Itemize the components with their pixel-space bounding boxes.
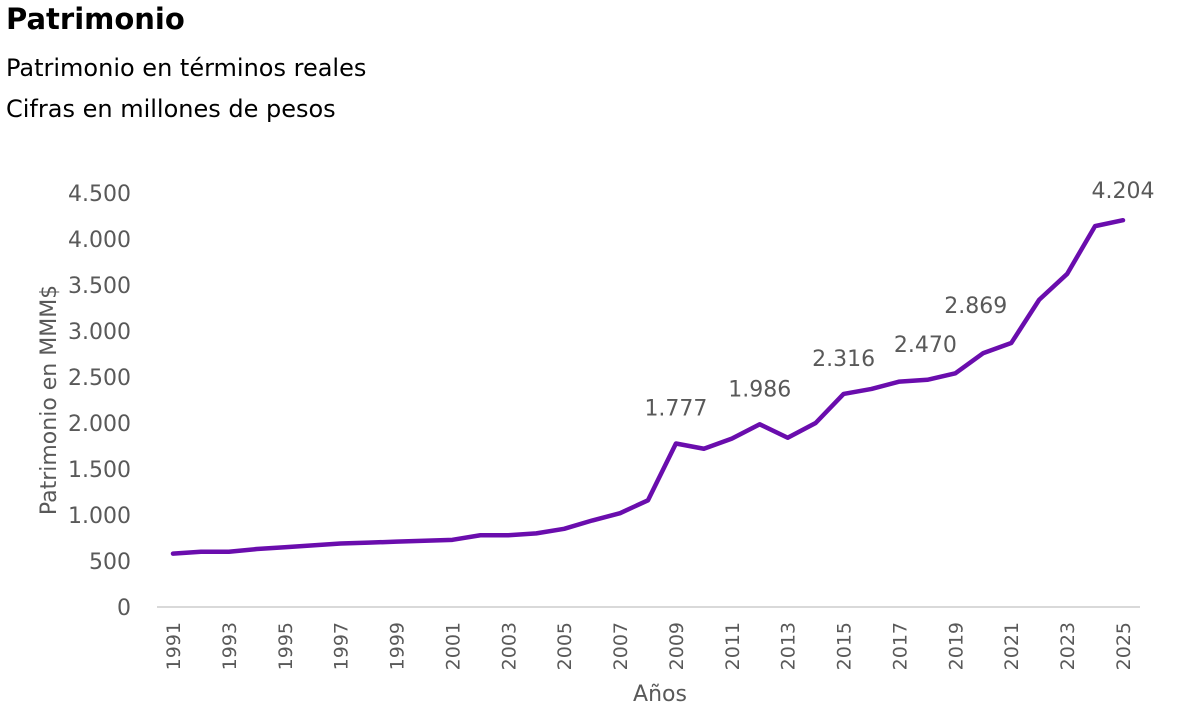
x-tick-label: 1995: [275, 622, 297, 670]
data-label: 2.869: [944, 294, 1007, 319]
data-label: 2.470: [894, 333, 957, 358]
x-tick-label: 2001: [442, 622, 464, 670]
x-tick-label: 1997: [331, 622, 353, 670]
data-labels: 1.777 1.986 2.316 2.470 2.869 4.204: [644, 179, 1154, 421]
x-tick-label: 2017: [889, 622, 911, 670]
y-tick-label: 3.500: [68, 274, 131, 299]
subtitle: Patrimonio en términos reales: [6, 54, 367, 82]
y-tick-label: 4.500: [68, 182, 131, 207]
y-axis-label: Patrimonio en MMM$: [37, 285, 62, 515]
x-tick-label: 2021: [1001, 622, 1023, 670]
data-label: 1.986: [728, 377, 791, 402]
y-tick-label: 2.500: [68, 366, 131, 391]
y-tick-label: 1.500: [68, 458, 131, 483]
x-tick-label: 2007: [610, 622, 632, 670]
x-tick-label: 2003: [498, 622, 520, 670]
y-tick-label: 1.000: [68, 504, 131, 529]
data-label: 1.777: [644, 397, 707, 422]
x-tick-label: 2025: [1113, 622, 1135, 670]
x-axis-label: Años: [633, 682, 687, 707]
x-tick-label: 1991: [163, 622, 185, 670]
page-title: Patrimonio: [6, 2, 185, 36]
data-points: [173, 220, 1123, 554]
x-tick-label: 2015: [834, 622, 856, 670]
x-tick-label: 2005: [554, 622, 576, 670]
y-tick-label: 3.000: [68, 320, 131, 345]
series-line: [170, 217, 1126, 556]
subtitle-units: Cifras en millones de pesos: [6, 95, 336, 123]
x-tick-label: 2023: [1057, 622, 1079, 670]
x-tick-label: 2009: [666, 622, 688, 670]
data-label: 4.204: [1092, 179, 1155, 204]
x-tick-label: 1999: [387, 622, 409, 670]
y-tick-label: 0: [117, 596, 131, 621]
data-label: 2.316: [812, 347, 875, 372]
y-axis-ticks: 0 500 1.000 1.500 2.000 2.500 3.000 3.500 4.000 4…: [68, 182, 131, 621]
y-tick-label: 500: [89, 550, 131, 575]
x-tick-label: 2019: [945, 622, 967, 670]
x-tick-label: 2013: [778, 622, 800, 670]
x-tick-label: 1993: [219, 622, 241, 670]
y-tick-label: 2.000: [68, 412, 131, 437]
x-tick-label: 2011: [722, 622, 744, 670]
y-tick-label: 4.000: [68, 228, 131, 253]
x-axis-ticks: 1991 1993 1995 1997 1999 2001 2003 2005 2007 2009…: [163, 622, 1135, 670]
